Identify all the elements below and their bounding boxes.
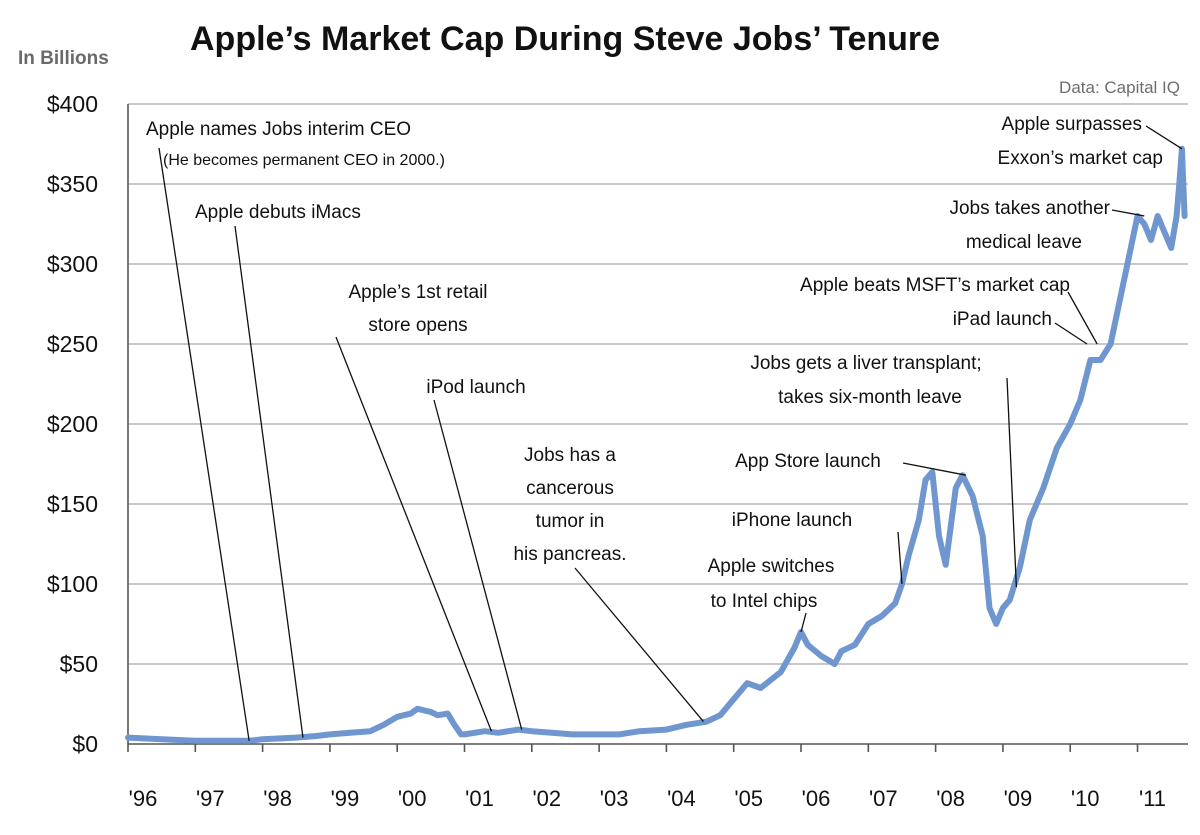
annotation-leader — [158, 147, 250, 741]
annotations: Apple names Jobs interim CEO (He becomes… — [146, 114, 1163, 612]
x-tick-label: '97 — [196, 786, 225, 811]
annotation-pancreas: his pancreas. — [513, 544, 626, 565]
annotation-exxon: Apple surpasses — [1002, 114, 1142, 135]
annotation-app-store: App Store launch — [735, 451, 881, 472]
y-tick-label: $250 — [47, 331, 98, 357]
gridlines — [128, 103, 1188, 665]
x-tick-label: '05 — [734, 786, 763, 811]
x-tick-label: '07 — [869, 786, 898, 811]
market-cap-line — [125, 145, 1188, 744]
annotation-retail-store: store opens — [368, 315, 467, 336]
annotation-leader — [1145, 125, 1183, 150]
annotation-leader — [1054, 322, 1088, 345]
x-tick-label: '11 — [1139, 786, 1166, 811]
annotation-leader — [433, 399, 523, 730]
annotation-iphone: iPhone launch — [732, 510, 852, 531]
y-tick-label: $300 — [47, 251, 98, 277]
annotation-pancreas: Jobs has a — [524, 445, 616, 466]
x-tick-label: '02 — [532, 786, 561, 811]
annotation-retail-store: Apple’s 1st retail — [348, 282, 487, 303]
x-axis: '96 '97 '98 '99 '00 '01 '02 '03 '04 '05 '06 '07 '08 '… — [127, 743, 1188, 811]
annotation-intel: to Intel chips — [711, 591, 818, 612]
x-tick-label: '08 — [936, 786, 965, 811]
annotation-leader — [335, 336, 493, 732]
y-tick-label: $150 — [47, 491, 98, 517]
x-tick-label: '00 — [398, 786, 427, 811]
annotation-leader — [902, 462, 967, 476]
annotation-leader — [800, 612, 807, 633]
annotation-leader — [897, 531, 903, 585]
annotation-liver: Jobs gets a liver transplant; — [750, 353, 981, 374]
annotation-interim-ceo-note: (He becomes permanent CEO in 2000.) — [163, 152, 445, 169]
x-tick-label: '99 — [331, 786, 360, 811]
y-tick-label: $200 — [47, 411, 98, 437]
x-tick-label: '98 — [263, 786, 292, 811]
annotation-liver: takes six-month leave — [778, 387, 962, 408]
x-tick-label: '09 — [1004, 786, 1033, 811]
x-tick-label: '10 — [1071, 786, 1100, 811]
annotation-pancreas: cancerous — [526, 478, 614, 499]
x-tick-label: '03 — [600, 786, 629, 811]
annotation-leader — [1067, 291, 1098, 345]
annotation-intel: Apple switches — [708, 556, 835, 577]
annotation-ipad: iPad launch — [953, 309, 1052, 330]
y-tick-label: $350 — [47, 171, 98, 197]
y-tick-label: $100 — [47, 571, 98, 597]
annotation-msft: Apple beats MSFT’s market cap — [800, 275, 1070, 296]
annotation-leader — [1111, 209, 1145, 217]
x-tick-label: '06 — [802, 786, 831, 811]
source-note: Data: Capital IQ — [1059, 78, 1180, 97]
x-tick-label: '04 — [667, 786, 696, 811]
y-tick-label: $50 — [60, 651, 98, 677]
x-tick-label: '01 — [465, 786, 494, 811]
annotation-leader — [1006, 377, 1018, 588]
annotation-imacs: Apple debuts iMacs — [195, 202, 361, 223]
annotation-interim-ceo: Apple names Jobs interim CEO — [146, 119, 411, 140]
units-label: In Billions — [18, 48, 109, 69]
y-tick-label: $0 — [72, 731, 98, 757]
x-tick-label: '96 — [129, 786, 158, 811]
annotation-leader — [574, 567, 704, 723]
annotation-pancreas: tumor in — [536, 511, 605, 532]
annotation-medical-leave: medical leave — [966, 232, 1082, 253]
annotation-ipod: iPod launch — [426, 377, 525, 398]
annotation-exxon: Exxon’s market cap — [998, 148, 1163, 169]
y-tick-label: $400 — [47, 91, 98, 117]
chart-title: Apple’s Market Cap During Steve Jobs’ Te… — [190, 20, 940, 58]
annotation-leaders — [158, 125, 1183, 741]
annotation-medical-leave: Jobs takes another — [949, 198, 1110, 219]
series-layer — [125, 145, 1188, 744]
y-axis: $0 $50 $100 $150 $200 $250 $300 $350 $400 — [47, 91, 129, 757]
annotation-leader — [234, 225, 304, 738]
